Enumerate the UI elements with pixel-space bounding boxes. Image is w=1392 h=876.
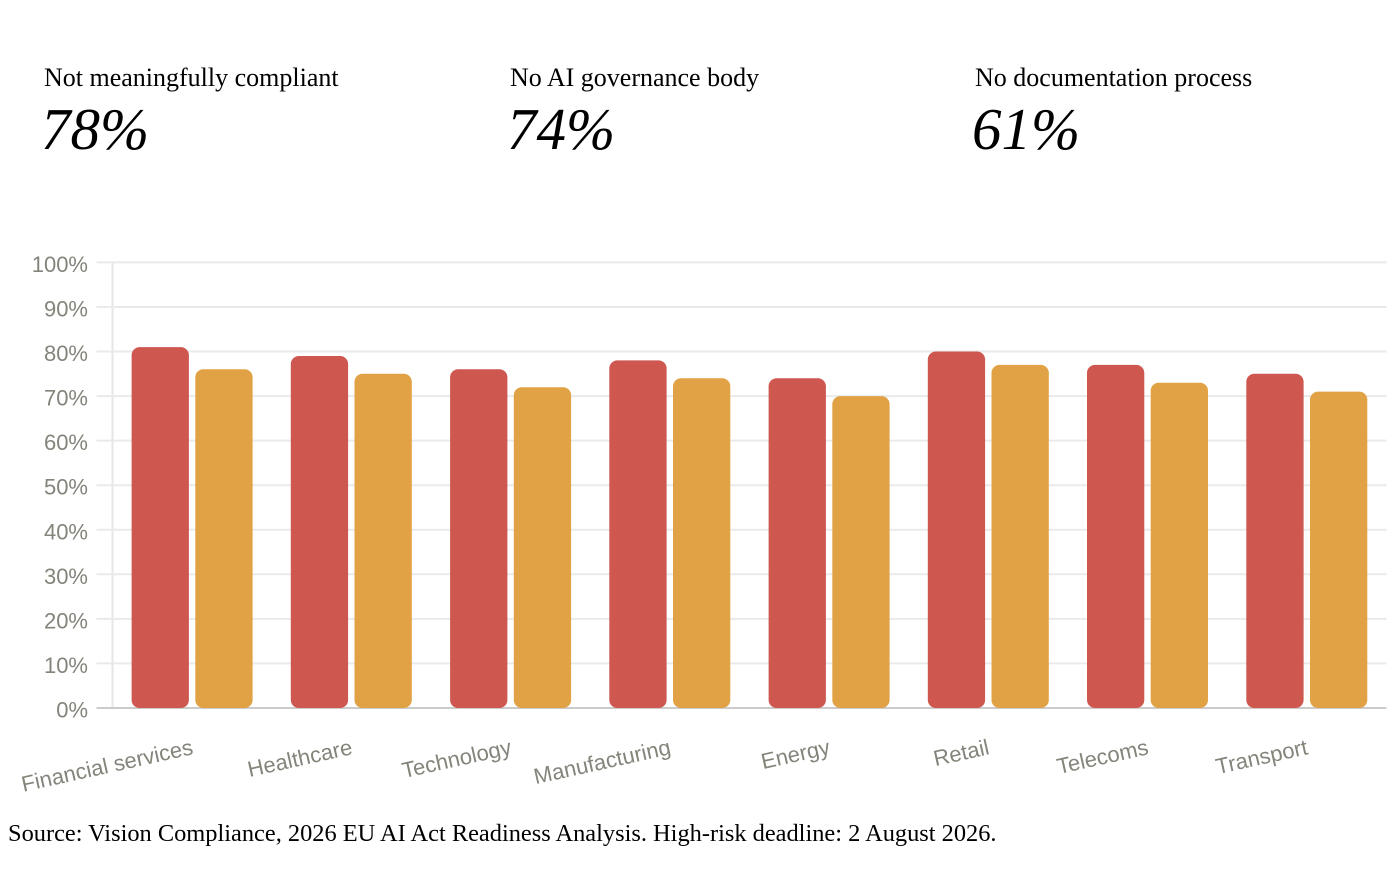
svg-text:Technology: Technology <box>400 734 514 782</box>
svg-text:Retail: Retail <box>931 734 991 771</box>
svg-text:90%: 90% <box>44 297 88 322</box>
svg-text:60%: 60% <box>44 430 88 455</box>
svg-text:Energy: Energy <box>759 734 832 773</box>
svg-text:Manufacturing: Manufacturing <box>531 734 673 789</box>
svg-text:Financial services: Financial services <box>19 734 195 796</box>
svg-text:0%: 0% <box>56 698 88 723</box>
svg-text:80%: 80% <box>44 341 88 366</box>
svg-text:10%: 10% <box>44 653 88 678</box>
svg-text:20%: 20% <box>44 608 88 633</box>
svg-text:40%: 40% <box>44 519 88 544</box>
svg-text:70%: 70% <box>44 386 88 411</box>
svg-text:50%: 50% <box>44 475 88 500</box>
svg-text:100%: 100% <box>32 252 88 277</box>
svg-text:Transport: Transport <box>1213 734 1310 779</box>
svg-text:30%: 30% <box>44 564 88 589</box>
svg-text:Healthcare: Healthcare <box>245 734 354 781</box>
svg-text:Telecoms: Telecoms <box>1054 734 1150 779</box>
